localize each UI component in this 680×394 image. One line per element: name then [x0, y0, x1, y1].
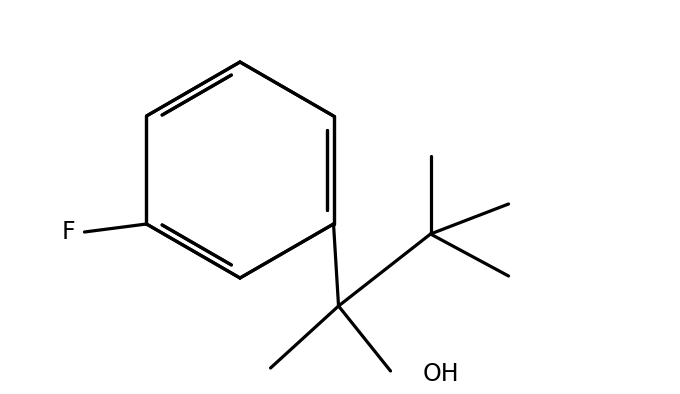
- Text: OH: OH: [422, 362, 459, 386]
- Text: F: F: [62, 220, 75, 244]
